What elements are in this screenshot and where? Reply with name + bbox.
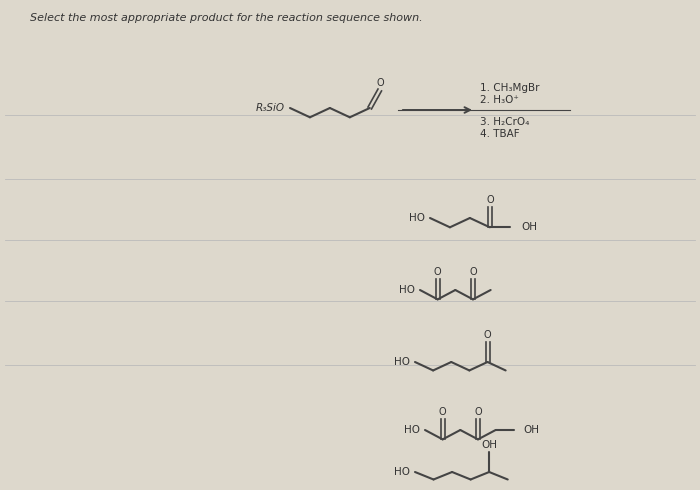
Text: HO: HO xyxy=(394,357,410,367)
Text: 1. CH₃MgBr: 1. CH₃MgBr xyxy=(480,83,540,93)
Text: O: O xyxy=(484,330,491,340)
Text: 3. H₂CrO₄: 3. H₂CrO₄ xyxy=(480,117,529,127)
Text: 4. TBAF: 4. TBAF xyxy=(480,129,519,139)
Text: OH: OH xyxy=(481,440,497,450)
Text: O: O xyxy=(474,407,482,417)
Text: OH: OH xyxy=(522,222,538,232)
Text: Select the most appropriate product for the reaction sequence shown.: Select the most appropriate product for … xyxy=(30,13,423,23)
Text: 2. H₃O⁺: 2. H₃O⁺ xyxy=(480,95,519,105)
Text: HO: HO xyxy=(394,467,410,477)
Text: HO: HO xyxy=(399,285,415,295)
Text: O: O xyxy=(377,78,384,88)
Text: O: O xyxy=(486,196,493,205)
Text: O: O xyxy=(469,268,477,277)
Text: R₃SiO: R₃SiO xyxy=(256,103,285,113)
Text: HO: HO xyxy=(404,425,420,435)
Text: OH: OH xyxy=(524,425,540,435)
Text: HO: HO xyxy=(409,213,425,223)
Text: O: O xyxy=(434,268,442,277)
Text: O: O xyxy=(439,407,447,417)
